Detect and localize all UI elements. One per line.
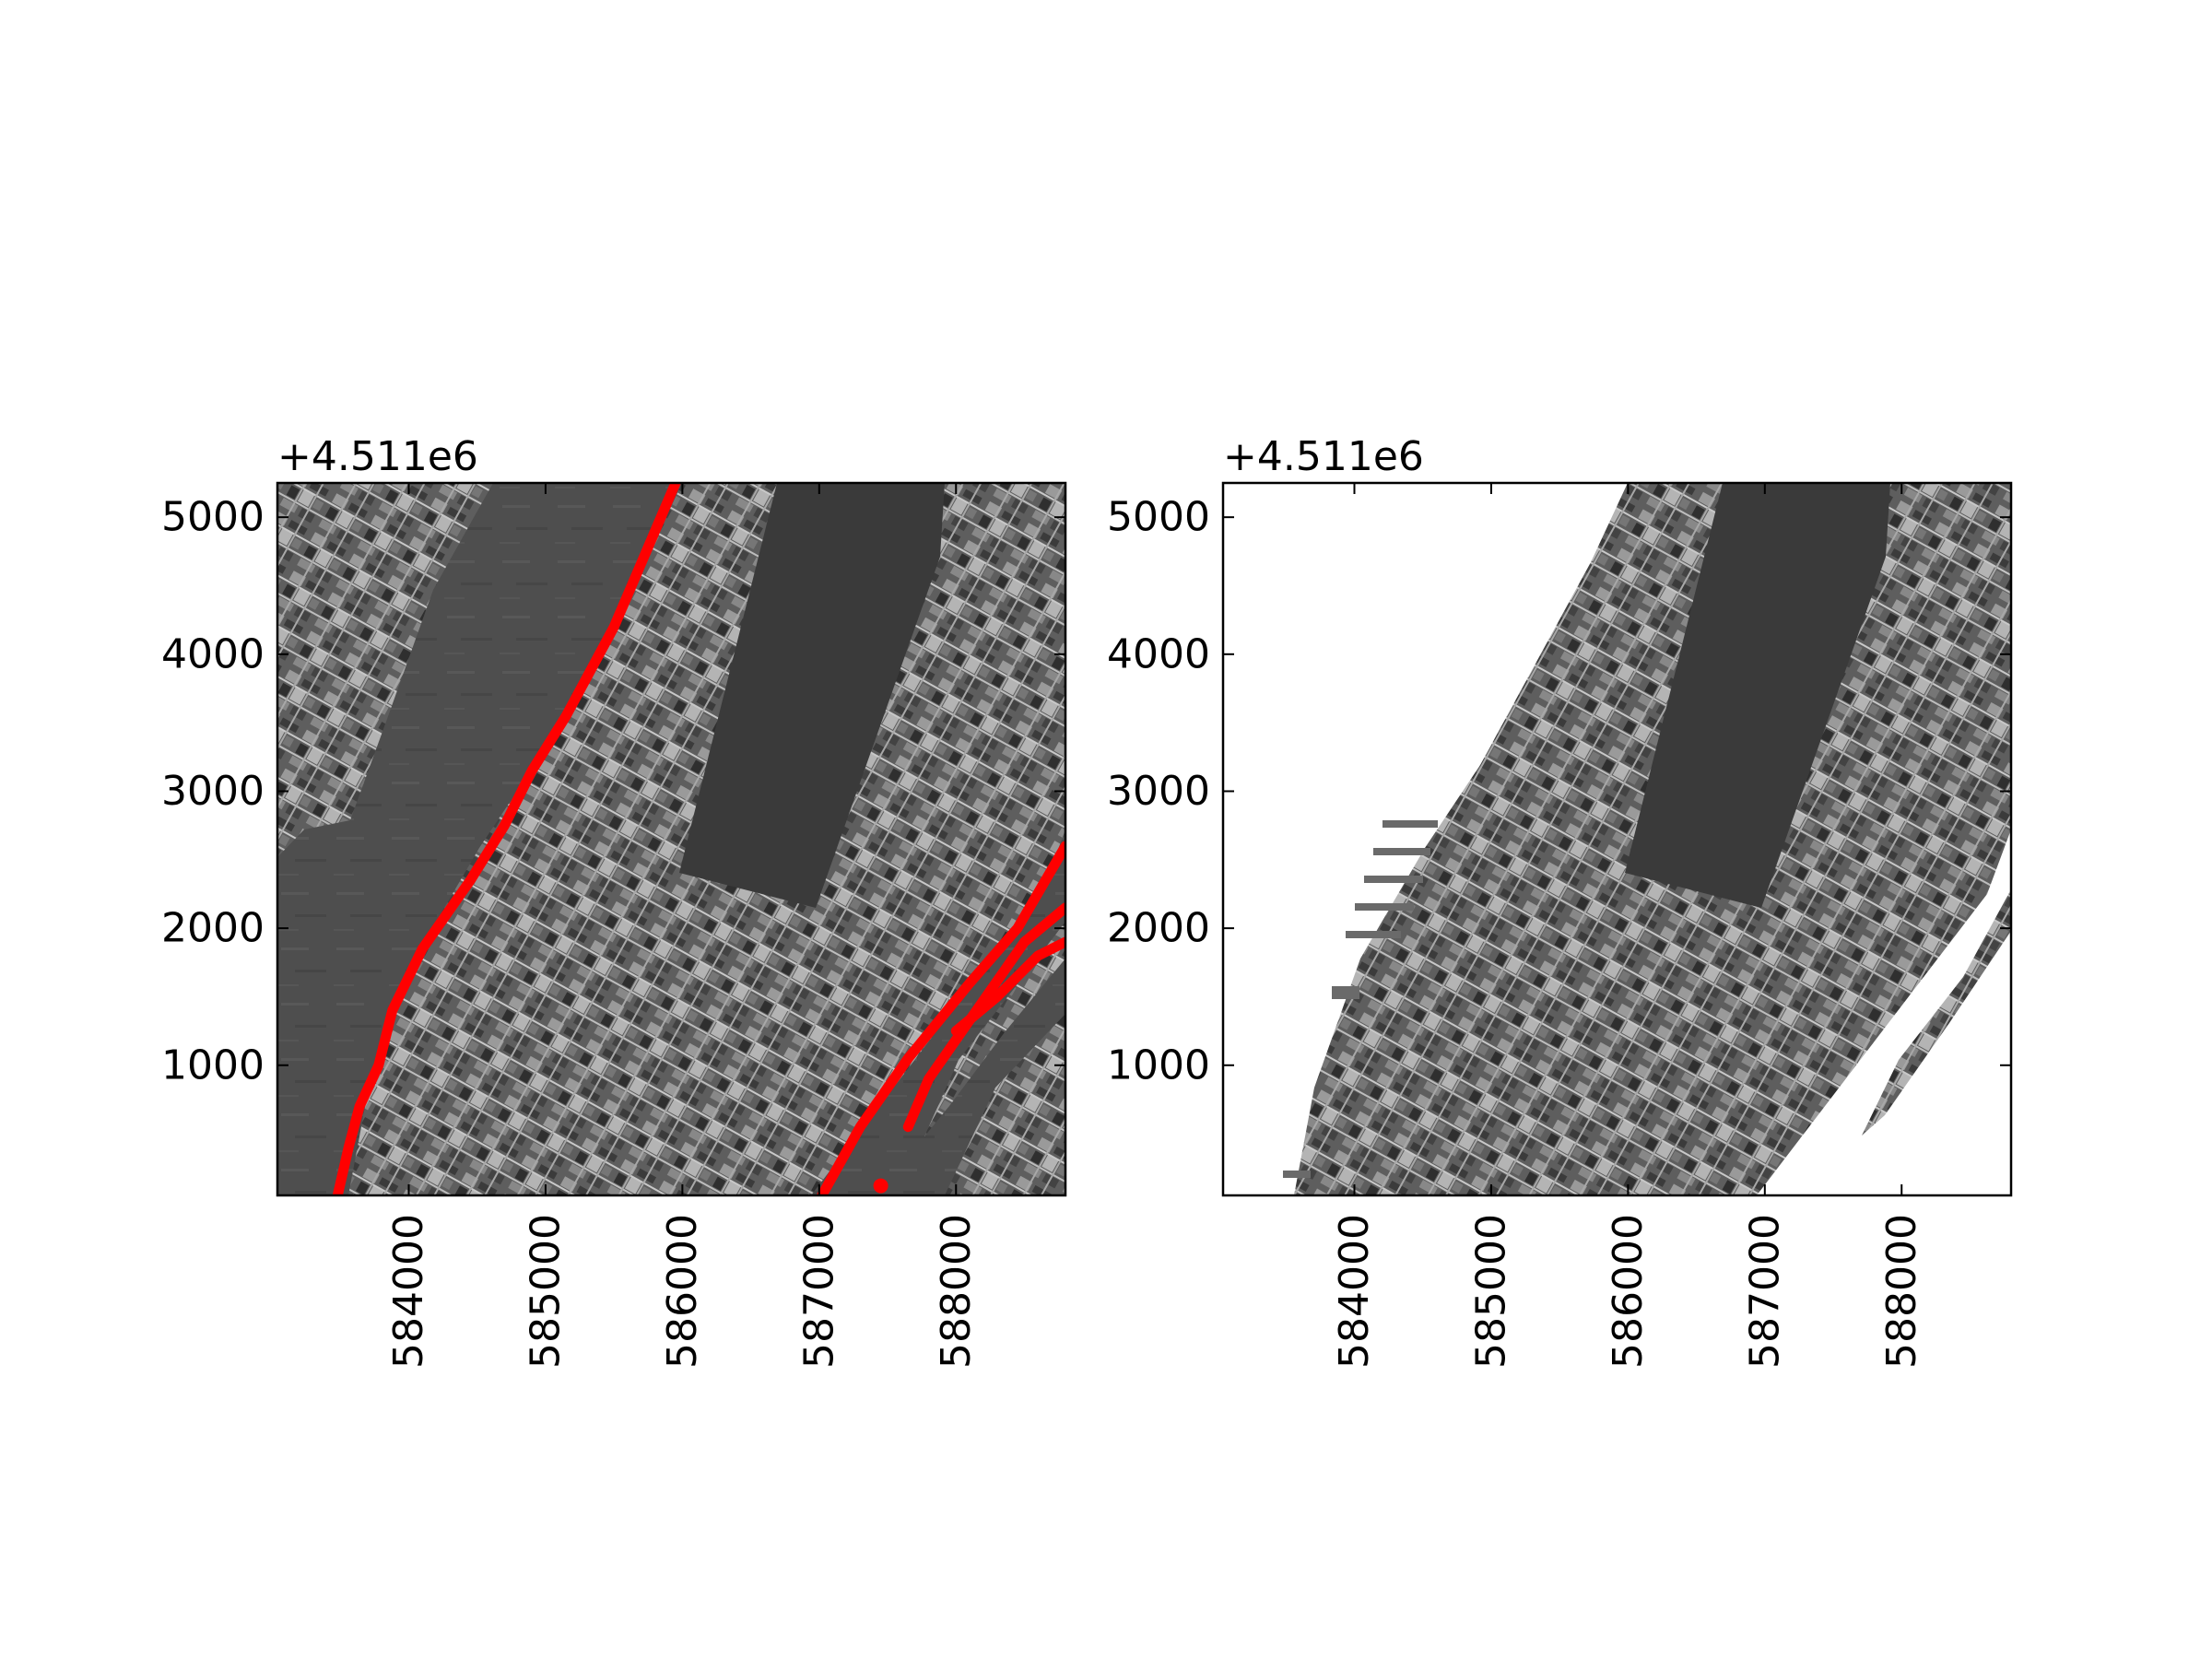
left-roosevelt-island: [924, 922, 1065, 1136]
right-x-tick-label: 584000: [1331, 1214, 1378, 1369]
right-y-tick-label: 3000: [1107, 768, 1210, 815]
left-x-tick-label: 587000: [795, 1214, 842, 1369]
right-axes-frame: [1221, 481, 2013, 1197]
left-overlay-point: [873, 1178, 888, 1194]
right-x-tick-label: 585000: [1467, 1214, 1514, 1369]
right-y-tick-label: 4000: [1107, 630, 1210, 677]
left-y-tick-label: 2000: [161, 905, 265, 952]
left-overlay-line: [950, 936, 1065, 1037]
right-y-offset-label: +4.511e6: [1223, 433, 1424, 480]
left-y-tick-label: 1000: [161, 1041, 265, 1088]
left-x-tick-label: 585000: [522, 1214, 569, 1369]
left-x-tick-label: 586000: [659, 1214, 706, 1369]
right-panel: 584000 585000 586000 587000 588000 1000 2000 30…: [1107, 433, 2013, 1369]
left-y-tick-label: 3000: [161, 768, 265, 815]
left-central-park: [679, 483, 945, 908]
left-x-tick-label: 588000: [933, 1214, 980, 1369]
right-roosevelt-island: [1862, 889, 2011, 1135]
left-axes-frame: [276, 481, 1067, 1197]
right-x-tick-label: 586000: [1605, 1214, 1652, 1369]
right-x-tick-label: 588000: [1878, 1214, 1925, 1369]
left-overlay-group: [332, 483, 1065, 1195]
right-y-tick-label: 2000: [1107, 905, 1210, 952]
left-queens-land: [945, 1014, 1065, 1195]
left-y-offset-label: +4.511e6: [277, 433, 478, 480]
left-panel: 584000 585000 586000 587000 588000 1000 2000 30…: [161, 433, 1067, 1369]
right-piers: [1283, 820, 1438, 1178]
left-overlay-line: [817, 841, 1065, 1195]
left-overlay-line: [332, 483, 681, 1195]
right-y-tick-label: 5000: [1107, 494, 1210, 541]
right-ticks: 584000 585000 586000 587000 588000 1000 2000 30…: [1107, 483, 2011, 1369]
right-x-tick-label: 587000: [1741, 1214, 1788, 1369]
left-x-tick-label: 584000: [385, 1214, 432, 1369]
left-new-jersey-land: [277, 483, 493, 857]
right-central-park: [1625, 483, 1890, 908]
left-ticks: 584000 585000 586000 587000 588000 1000 2000 30…: [161, 483, 1065, 1369]
left-y-tick-label: 4000: [161, 630, 265, 677]
left-y-tick-label: 5000: [161, 494, 265, 541]
right-y-tick-label: 1000: [1107, 1041, 1210, 1088]
